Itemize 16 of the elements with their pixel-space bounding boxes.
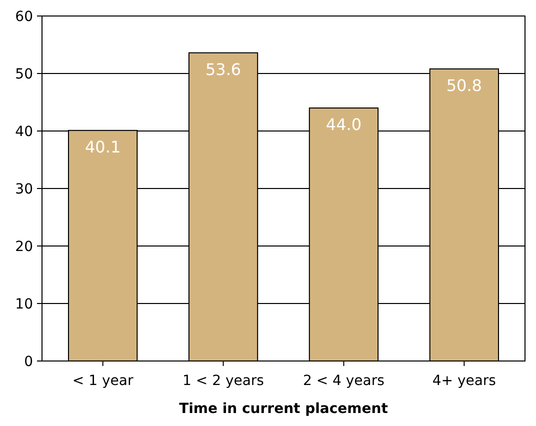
data-label: 44.0 (326, 115, 362, 134)
data-label: 53.6 (205, 60, 242, 79)
y-tick-label: 40 (15, 124, 33, 140)
y-tick-label: 30 (15, 181, 33, 198)
data-label: 40.1 (85, 137, 121, 156)
y-tick-label: 0 (24, 354, 33, 370)
data-label: 50.8 (446, 76, 482, 95)
y-tick-label: 50 (15, 66, 33, 82)
x-axis-title: Time in current placement (179, 401, 388, 417)
y-tick-label: 10 (15, 296, 33, 312)
x-tick-label: < 1 year (72, 373, 134, 389)
x-tick-label: 1 < 2 years (182, 373, 264, 389)
x-tick-label: 4+ years (432, 373, 496, 389)
y-tick-label: 60 (15, 8, 33, 25)
y-tick-label: 20 (15, 238, 33, 255)
x-tick-label: 2 < 4 years (303, 373, 384, 389)
